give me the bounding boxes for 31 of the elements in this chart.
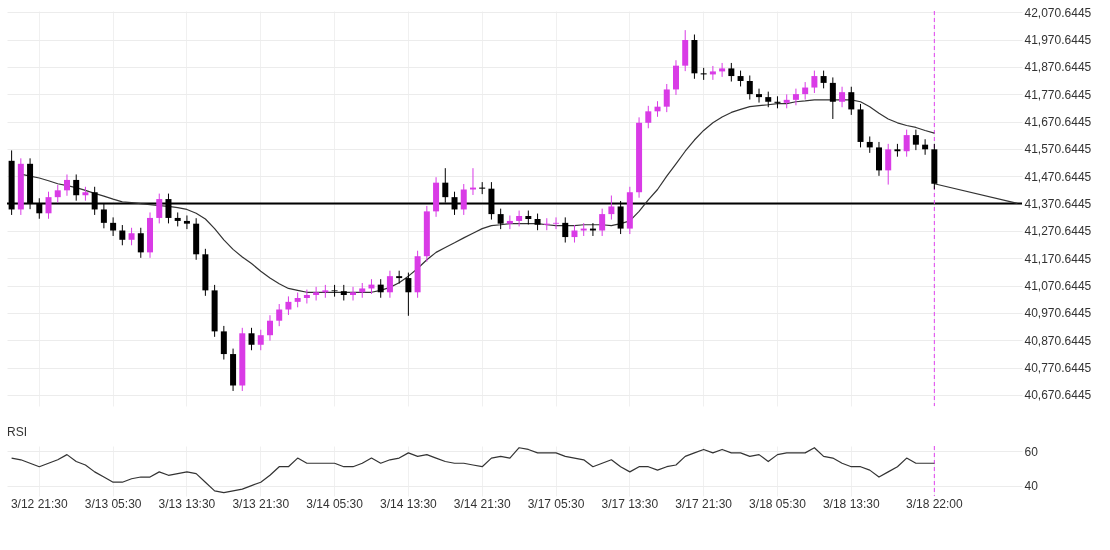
y-tick-label: 42,070.6445 bbox=[1024, 5, 1092, 20]
y-tick-label: 41,670.6445 bbox=[1024, 115, 1092, 130]
x-tick-label: 3/17 05:30 bbox=[527, 496, 585, 511]
y-tick-label: 41,270.6445 bbox=[1024, 224, 1092, 239]
y-tick-label: 60 bbox=[1024, 444, 1039, 459]
chart-title: RSI bbox=[7, 425, 28, 440]
x-tick-label: 3/14 13:30 bbox=[380, 496, 438, 511]
y-tick-label: 41,770.6445 bbox=[1024, 87, 1092, 102]
x-tick-label: 3/14 21:30 bbox=[453, 496, 511, 511]
x-tick-label: 3/14 05:30 bbox=[306, 496, 364, 511]
x-tick-label: 3/17 13:30 bbox=[601, 496, 659, 511]
y-tick-label: 41,870.6445 bbox=[1024, 60, 1092, 75]
x-tick-label: 3/18 22:00 bbox=[905, 496, 964, 511]
y-tick-label: 40,770.6445 bbox=[1024, 361, 1092, 376]
y-tick-label: 41,470.6445 bbox=[1024, 169, 1092, 184]
x-tick-label: 3/18 05:30 bbox=[749, 496, 807, 511]
y-tick-label: 41,970.6445 bbox=[1024, 33, 1092, 48]
y-tick-label: 40,670.6445 bbox=[1024, 388, 1092, 403]
y-tick-label: 41,570.6445 bbox=[1024, 142, 1092, 157]
y-tick-label: 40,970.6445 bbox=[1024, 306, 1092, 321]
y-tick-label: 40,870.6445 bbox=[1024, 333, 1092, 348]
x-tick-label: 3/13 13:30 bbox=[158, 496, 216, 511]
x-tick-label: 3/18 13:30 bbox=[822, 496, 880, 511]
x-tick-label: 3/13 05:30 bbox=[84, 496, 142, 511]
y-tick-label: 41,170.6445 bbox=[1024, 251, 1092, 266]
y-tick-label: 41,070.6445 bbox=[1024, 279, 1092, 294]
x-tick-label: 3/17 21:30 bbox=[675, 496, 733, 511]
x-tick-label: 3/13 21:30 bbox=[232, 496, 290, 511]
y-tick-label: 40 bbox=[1024, 479, 1039, 494]
x-tick-label: 3/12 21:30 bbox=[10, 496, 68, 511]
y-tick-label: 41,370.6445 bbox=[1024, 197, 1092, 212]
